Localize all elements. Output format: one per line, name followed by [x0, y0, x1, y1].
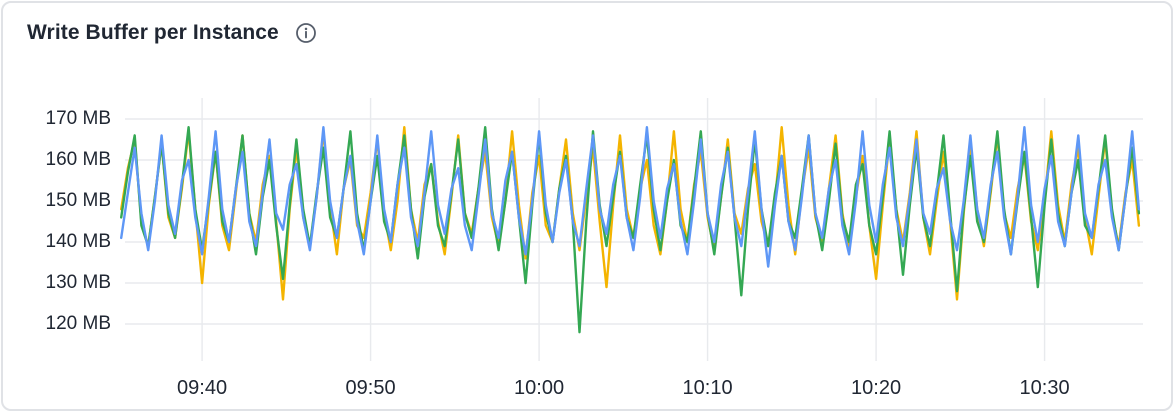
x-axis-tick-label: 09:50: [345, 377, 396, 399]
y-axis-tick-label: 120 MB: [45, 313, 111, 334]
series-blue-line: [119, 125, 1141, 268]
series-green-line: [119, 125, 1141, 334]
y-axis-tick-label: 130 MB: [45, 272, 111, 293]
info-icon[interactable]: [295, 22, 317, 44]
y-axis-tick-label: 170 MB: [45, 108, 111, 129]
y-axis-tick-label: 160 MB: [45, 149, 111, 170]
line-chart[interactable]: [3, 3, 1176, 411]
x-axis-tick-label: 10:20: [851, 377, 902, 399]
card-header: Write Buffer per Instance: [27, 21, 317, 45]
y-axis-tick-label: 150 MB: [45, 190, 111, 211]
x-axis-tick-label: 10:10: [682, 377, 733, 399]
card-title: Write Buffer per Instance: [27, 21, 279, 44]
chart-area[interactable]: 170 MB 160 MB 150 MB 140 MB 130 MB 120 MB 09:…: [3, 3, 1176, 411]
x-axis-tick-label: 10:00: [514, 377, 565, 399]
y-axis-tick-label: 140 MB: [45, 231, 111, 252]
x-axis-tick-label: 10:30: [1019, 377, 1070, 399]
x-axis-tick-label: 09:40: [177, 377, 228, 399]
